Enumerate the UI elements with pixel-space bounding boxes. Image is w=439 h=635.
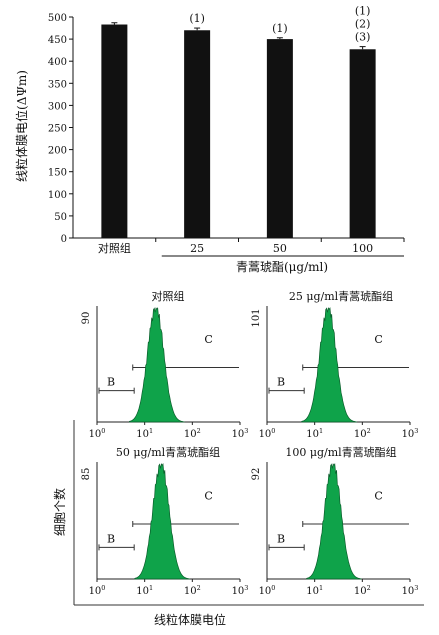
flow-panel-title: 50 μg/ml青蒿琥酯组 bbox=[116, 445, 220, 459]
flow-panel-title: 对照组 bbox=[152, 289, 185, 303]
bar-y-tick-label: 0 bbox=[61, 234, 67, 245]
gate-c-label: C bbox=[204, 489, 212, 502]
gate-c-label: C bbox=[374, 489, 382, 502]
bar-marks: (1)(1)(1)(2)(3) bbox=[101, 5, 376, 239]
bar-x-axis-label: 青蒿琥酯(μg/ml) bbox=[236, 260, 328, 274]
bar-category-label: 25 bbox=[190, 242, 204, 255]
flow-x-tick-label: 103 bbox=[402, 427, 419, 440]
bar bbox=[266, 39, 293, 238]
flow-outer-axes: 细胞个数 线粒体膜电位 bbox=[52, 420, 424, 627]
significance-label: (3) bbox=[355, 31, 371, 44]
flow-histogram bbox=[134, 462, 190, 580]
flow-panel: 50 μg/ml青蒿琥酯组 85 100 101 102 103 B C bbox=[81, 445, 248, 597]
bar-y-tick-label: 200 bbox=[48, 146, 67, 157]
gate-b-label: B bbox=[107, 532, 115, 545]
bar-y-tick-label: 400 bbox=[48, 57, 67, 68]
bar-y-tick-label: 450 bbox=[48, 35, 67, 46]
bar-category-label: 100 bbox=[352, 242, 373, 255]
significance-label: (1) bbox=[355, 5, 371, 18]
flow-x-tick-label: 101 bbox=[136, 584, 153, 597]
flow-x-tick-label: 102 bbox=[354, 584, 371, 597]
flow-x-axis-label: 线粒体膜电位 bbox=[154, 612, 226, 627]
gate-b-label: B bbox=[107, 376, 115, 389]
flow-panel-ymax-label: 101 bbox=[251, 308, 262, 327]
bar-axes: 0 50 100 150 200 250 300 350 400 450 500 对照组 25 50 100 bbox=[48, 13, 405, 257]
bar-y-tick-label: 100 bbox=[48, 190, 67, 201]
bar bbox=[349, 49, 376, 239]
flow-histogram bbox=[301, 307, 357, 423]
bar-chart: 线粒体膜电位(ΔΨm) 0 50 100 150 200 250 300 350 400 450 5… bbox=[14, 5, 405, 274]
flow-panel-ymax-label: 92 bbox=[251, 468, 262, 481]
bar-y-tick-label: 300 bbox=[48, 101, 67, 112]
significance-label: (1) bbox=[272, 22, 288, 35]
bar-category-label: 50 bbox=[273, 242, 287, 255]
flow-x-tick-label: 102 bbox=[354, 427, 371, 440]
flow-panel-ymax-label: 90 bbox=[81, 312, 92, 325]
bar-y-tick-label: 50 bbox=[54, 212, 67, 223]
flow-x-tick-label: 100 bbox=[259, 584, 276, 597]
bar-y-tick-label: 350 bbox=[48, 79, 67, 90]
flow-x-tick-label: 101 bbox=[306, 427, 323, 440]
flow-panel: 25 μg/ml青蒿琥酯组 101 100 101 102 103 B C bbox=[251, 289, 418, 440]
flow-x-tick-label: 101 bbox=[306, 584, 323, 597]
flow-panel-title: 25 μg/ml青蒿琥酯组 bbox=[289, 289, 393, 303]
bar-y-tick-label: 250 bbox=[48, 124, 67, 135]
gate-c-label: C bbox=[374, 333, 382, 346]
flow-panel: 对照组 90 100 101 102 103 B C bbox=[81, 289, 248, 440]
flow-x-tick-label: 103 bbox=[232, 584, 249, 597]
bar-category-label: 对照组 bbox=[98, 241, 131, 255]
gate-c-label: C bbox=[204, 333, 212, 346]
bar bbox=[101, 24, 128, 238]
bar bbox=[184, 30, 211, 239]
flow-panel: 100 μg/ml青蒿琥酯组 92 100 101 102 103 B C bbox=[251, 445, 418, 597]
flow-histogram bbox=[306, 462, 362, 580]
gate-b-label: B bbox=[277, 376, 285, 389]
flow-x-tick-label: 100 bbox=[89, 427, 106, 440]
flow-x-tick-label: 101 bbox=[136, 427, 153, 440]
significance-label: (2) bbox=[355, 18, 371, 31]
flow-x-tick-label: 103 bbox=[402, 584, 419, 597]
significance-label: (1) bbox=[189, 12, 205, 25]
flow-x-tick-label: 102 bbox=[184, 427, 201, 440]
flow-x-tick-label: 100 bbox=[89, 584, 106, 597]
bar-y-axis-label: 线粒体膜电位(ΔΨm) bbox=[14, 70, 29, 182]
flow-panel-title: 100 μg/ml青蒿琥酯组 bbox=[285, 445, 396, 459]
bar-y-tick-label: 150 bbox=[48, 168, 67, 179]
flow-panel-ymax-label: 85 bbox=[81, 468, 92, 481]
flow-x-tick-label: 103 bbox=[232, 427, 249, 440]
flow-y-axis-label: 细胞个数 bbox=[52, 488, 67, 536]
bar-y-tick-label: 500 bbox=[48, 13, 67, 24]
flow-x-tick-label: 102 bbox=[184, 584, 201, 597]
flow-histogram bbox=[129, 307, 185, 423]
flow-x-tick-label: 100 bbox=[259, 427, 276, 440]
gate-b-label: B bbox=[277, 532, 285, 545]
